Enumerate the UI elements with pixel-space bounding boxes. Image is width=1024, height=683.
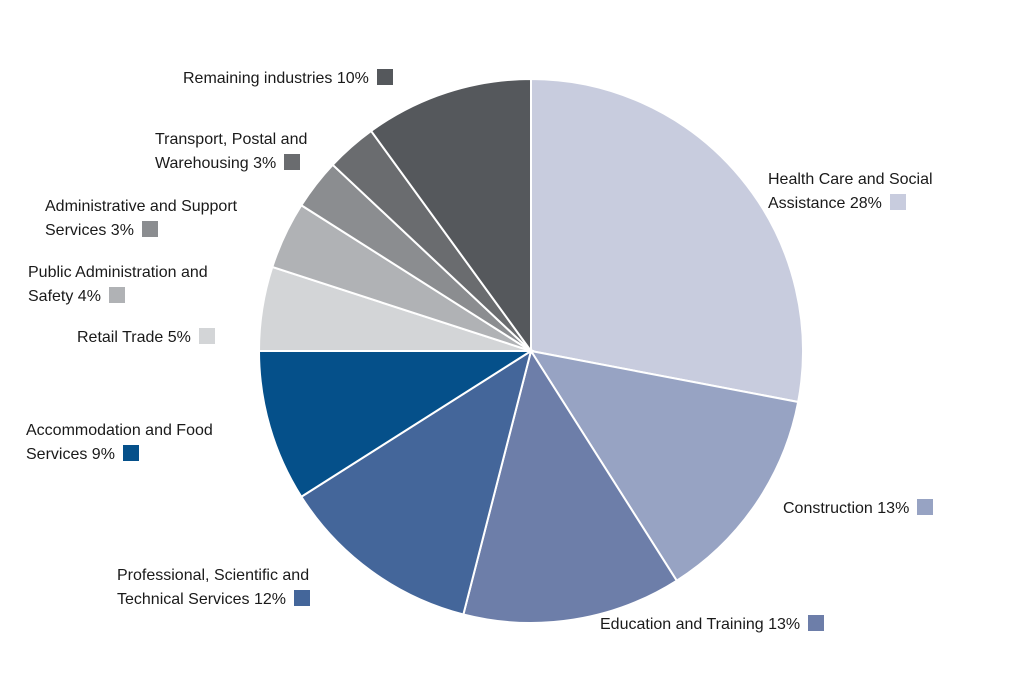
slice-label-line: Health Care and Social [768,171,933,188]
pie-slice-2 [528,349,800,583]
slice-label-line: Services 3% [45,222,134,239]
slice-label-line: Transport, Postal and [155,131,308,148]
slice-label-text: Education and Training 13% [600,613,825,637]
slice-label-text: Technical Services 12% [117,588,310,612]
slice-label-line: Safety 4% [28,288,101,305]
slice-label-9: Transport, Postal and Warehousing 3% [155,128,307,176]
slice-label-text: Retail Trade 5% [77,326,215,350]
slice-label-text: Warehousing 3% [155,152,307,176]
slice-label-line: Services 9% [26,446,115,463]
slice-label-text: Accommodation and Food [26,419,213,443]
legend-swatch [141,221,158,237]
slice-label-text: Remaining industries 10% [183,67,393,91]
legend-swatch [293,590,310,606]
slice-label-5: Accommodation and Food Services 9% [26,419,213,467]
slice-label-8: Administrative and Support Services 3% [45,195,237,243]
slice-label-line: Warehousing 3% [155,155,277,172]
legend-swatch [808,615,825,631]
slice-label-line: Education and Training 13% [600,616,801,633]
slice-label-1: Health Care and Social Assistance 28% [768,168,933,216]
legend-swatch [122,445,139,461]
slice-label-line: Retail Trade 5% [77,329,191,346]
slice-label-line: Public Administration and [28,264,208,281]
slice-label-text: Health Care and Social [768,168,933,192]
slice-label-line: Assistance 28% [768,195,882,212]
slice-label-2: Construction 13% [783,497,934,521]
slice-label-line: Administrative and Support [45,198,238,215]
slice-label-text: Administrative and Support [45,195,237,219]
slice-label-text: Transport, Postal and [155,128,307,152]
slice-label-line: Technical Services 12% [117,591,286,608]
slice-label-text: Services 3% [45,219,237,243]
slice-label-line: Professional, Scientific and [117,567,310,584]
legend-swatch [198,328,215,344]
slice-label-10: Remaining industries 10% [183,67,393,91]
slice-label-6: Retail Trade 5% [77,326,215,350]
pie-slice-1 [530,77,804,404]
slice-label-text: Construction 13% [783,497,934,521]
slice-label-text: Professional, Scientific and [117,564,310,588]
legend-swatch [889,194,906,210]
legend-swatch [284,154,301,170]
legend-swatch [917,499,934,515]
legend-swatch [376,69,393,85]
pie-slice-5 [257,350,535,499]
slice-label-line: Accommodation and Food [26,422,213,439]
slice-label-4: Professional, Scientific and Technical Se… [117,564,310,612]
slice-label-line: Remaining industries 10% [183,70,369,87]
slice-label-text: Services 9% [26,443,213,467]
slice-label-3: Education and Training 13% [600,613,825,637]
pie-slice-3 [462,348,679,624]
pie-slice-10 [369,77,532,355]
slice-label-text: Safety 4% [28,285,208,309]
legend-swatch [108,287,125,303]
slice-label-line: Construction 13% [783,500,910,517]
slice-label-text: Public Administration and [28,261,208,285]
slice-label-text: Assistance 28% [768,192,933,216]
pie-slice-4 [299,348,533,616]
slice-label-7: Public Administration and Safety 4% [28,261,208,309]
